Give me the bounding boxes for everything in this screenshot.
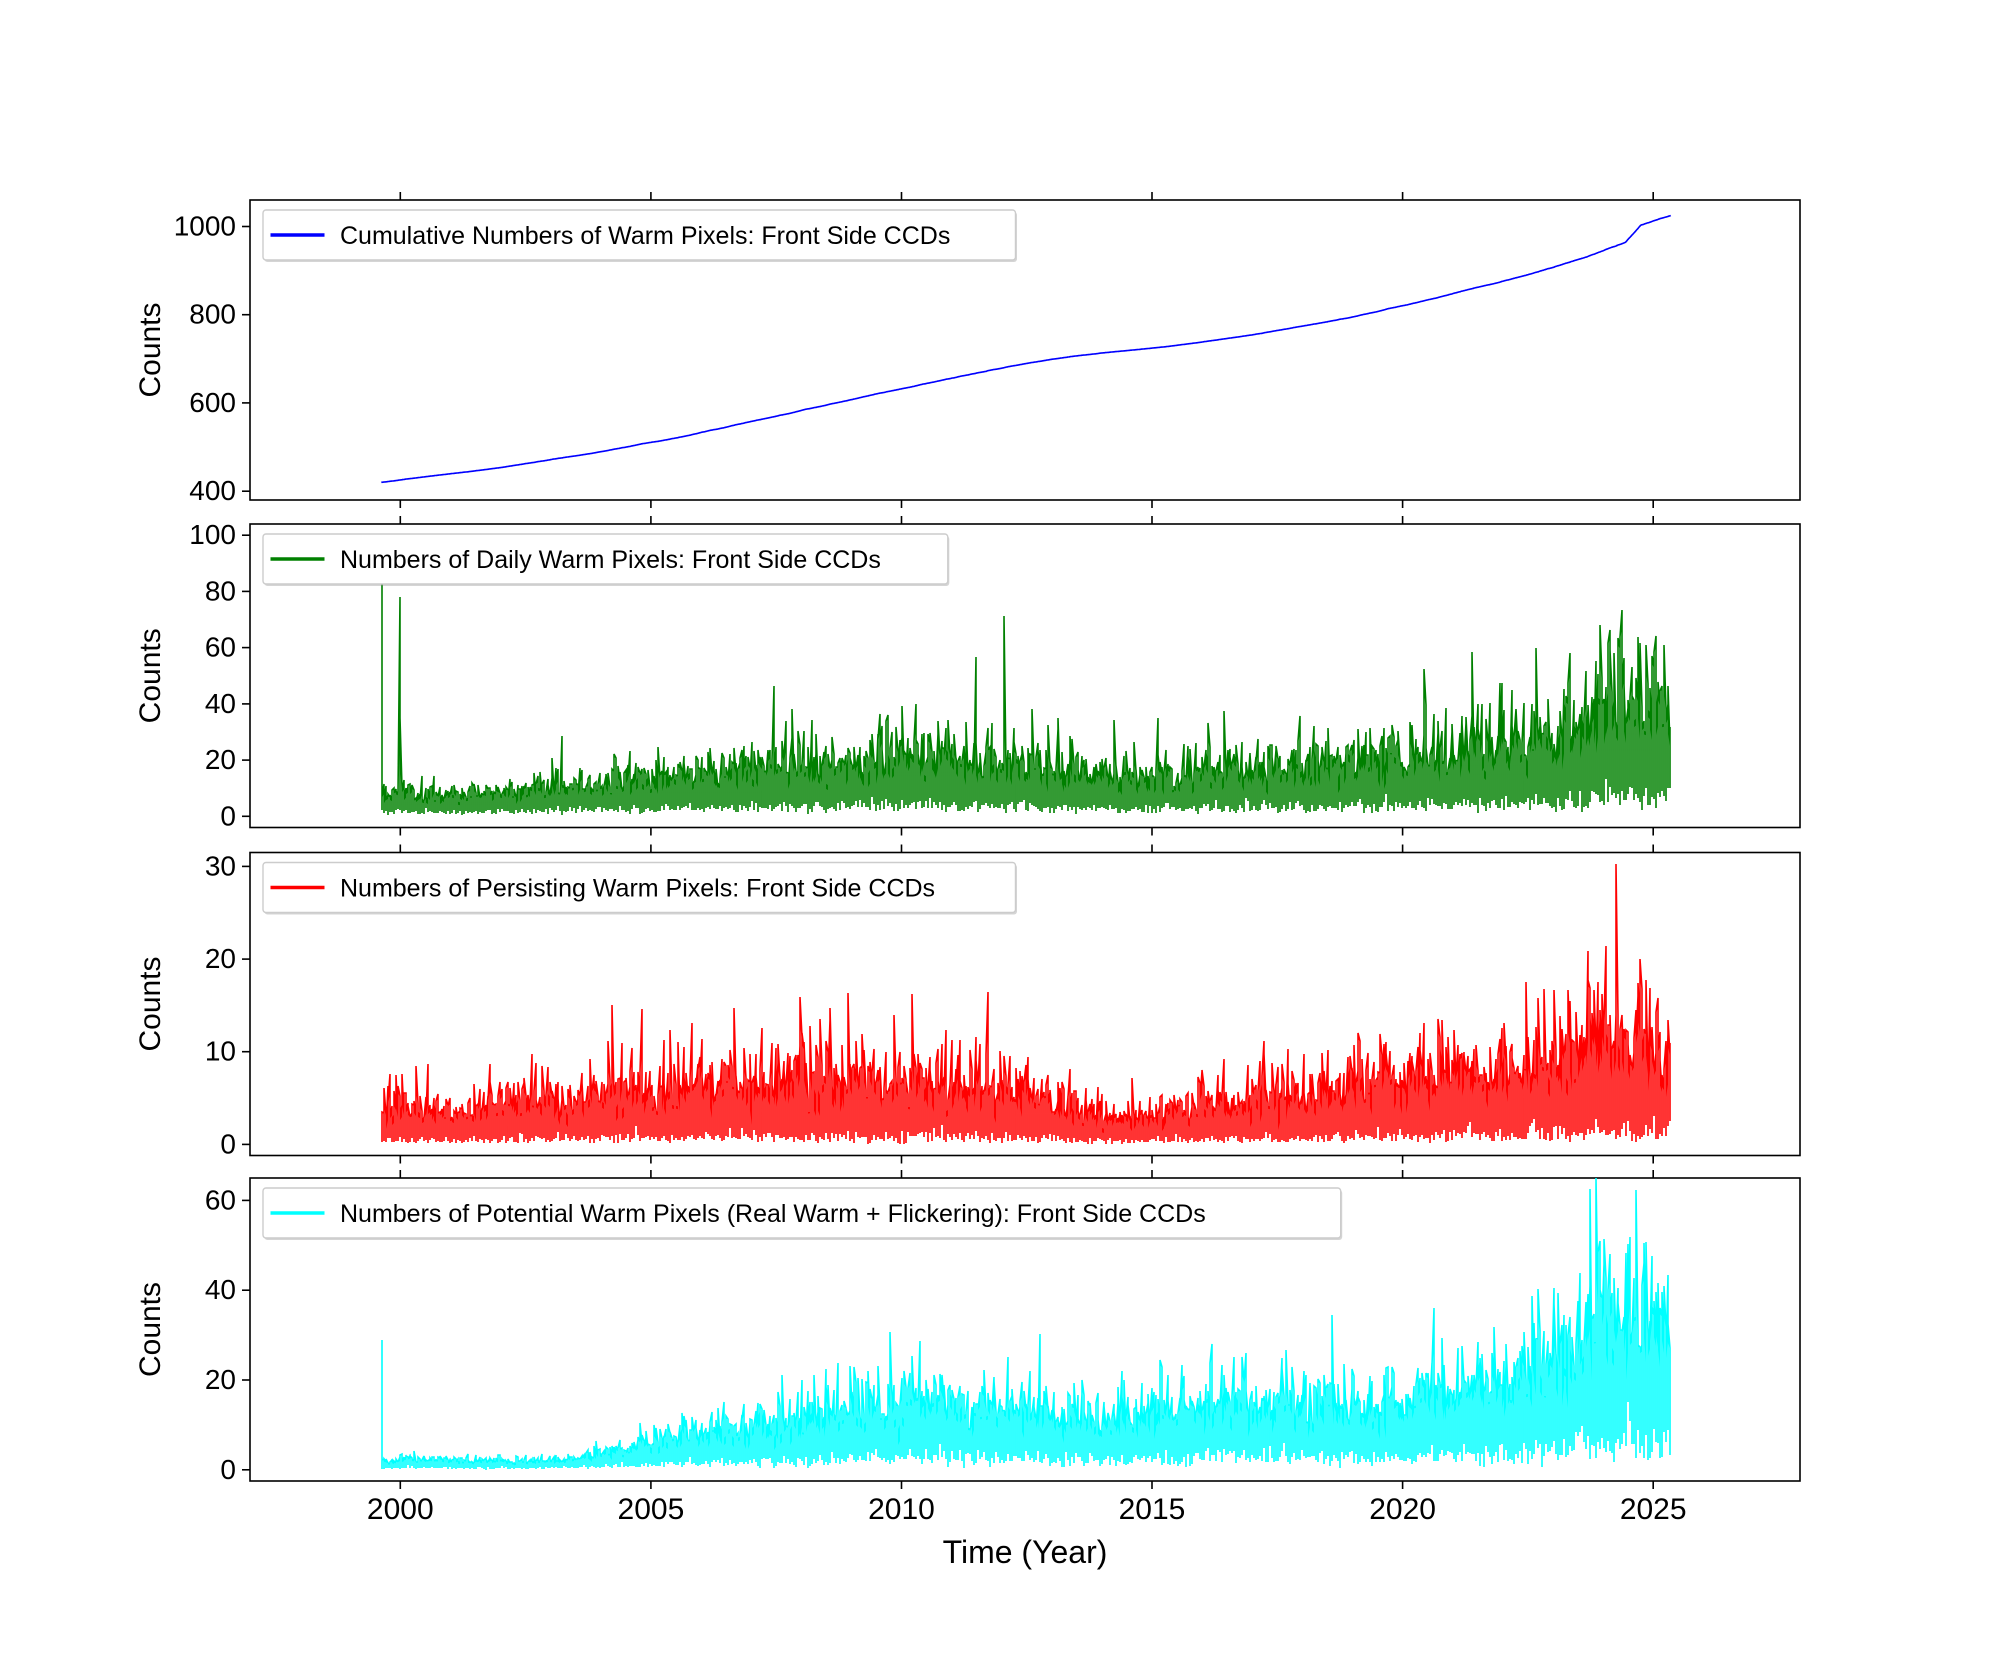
svg-text:2015: 2015 bbox=[1119, 1493, 1186, 1526]
svg-text:40: 40 bbox=[205, 688, 236, 719]
svg-text:10: 10 bbox=[205, 1036, 236, 1067]
svg-text:0: 0 bbox=[220, 1128, 236, 1159]
svg-text:600: 600 bbox=[189, 387, 236, 418]
svg-text:60: 60 bbox=[205, 632, 236, 663]
svg-text:2025: 2025 bbox=[1620, 1493, 1687, 1526]
svg-text:2000: 2000 bbox=[367, 1493, 434, 1526]
svg-text:100: 100 bbox=[189, 519, 236, 550]
svg-text:2020: 2020 bbox=[1369, 1493, 1436, 1526]
svg-text:0: 0 bbox=[220, 1454, 236, 1485]
svg-text:30: 30 bbox=[205, 850, 236, 881]
svg-text:40: 40 bbox=[205, 1274, 236, 1305]
svg-text:0: 0 bbox=[220, 800, 236, 831]
svg-text:Counts: Counts bbox=[134, 1282, 167, 1377]
svg-text:400: 400 bbox=[189, 475, 236, 506]
svg-text:20: 20 bbox=[205, 943, 236, 974]
svg-text:Numbers of Potential Warm Pixe: Numbers of Potential Warm Pixels (Real W… bbox=[340, 1200, 1206, 1228]
svg-text:Numbers of Daily Warm Pixels:: Numbers of Daily Warm Pixels: Front Side… bbox=[340, 546, 881, 574]
svg-text:20: 20 bbox=[205, 1364, 236, 1395]
svg-text:2010: 2010 bbox=[868, 1493, 935, 1526]
svg-text:800: 800 bbox=[189, 299, 236, 330]
svg-text:Numbers of Persisting Warm Pix: Numbers of Persisting Warm Pixels: Front… bbox=[340, 875, 935, 903]
svg-text:20: 20 bbox=[205, 744, 236, 775]
svg-text:Cumulative Numbers of Warm Pix: Cumulative Numbers of Warm Pixels: Front… bbox=[340, 222, 950, 250]
svg-text:Counts: Counts bbox=[134, 302, 167, 397]
svg-text:1000: 1000 bbox=[174, 211, 236, 242]
svg-text:60: 60 bbox=[205, 1184, 236, 1215]
svg-text:2005: 2005 bbox=[618, 1493, 685, 1526]
svg-text:80: 80 bbox=[205, 575, 236, 606]
svg-text:Counts: Counts bbox=[134, 956, 167, 1051]
svg-text:Counts: Counts bbox=[134, 628, 167, 723]
svg-text:Time (Year): Time (Year) bbox=[943, 1534, 1108, 1570]
